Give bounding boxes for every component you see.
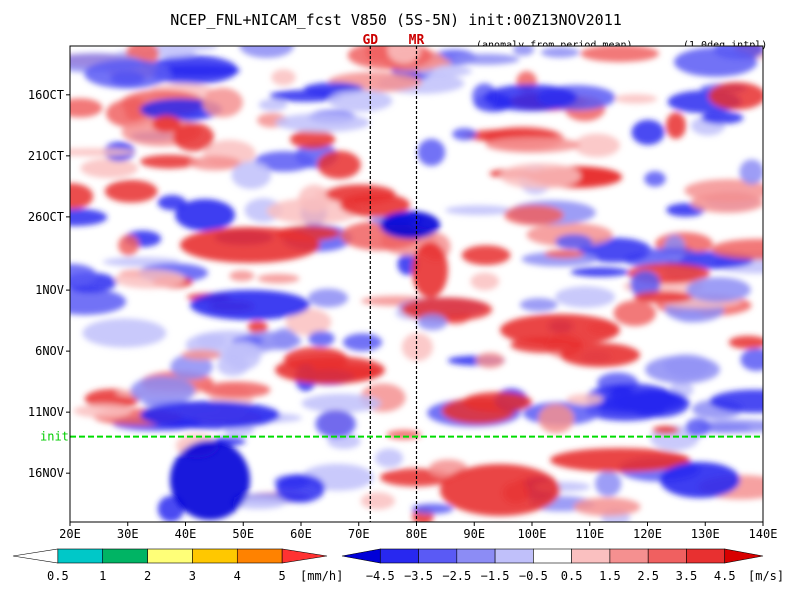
precip-colorbar: 0.5 1 2 3 4 5 [mm/h] <box>12 548 343 583</box>
y-tick-label: 16OCT <box>28 88 64 102</box>
x-tick-label: 70E <box>348 527 370 541</box>
x-tick-label: 140E <box>749 527 778 541</box>
colorbar-level-label: 0.5 <box>47 569 69 583</box>
init-label: init <box>40 430 69 444</box>
colorbar-swatch <box>724 548 764 564</box>
colorbar-swatch <box>102 548 148 564</box>
anomaly-field <box>70 46 763 522</box>
colorbar-swatch <box>147 548 193 564</box>
colorbar-level-label: −0.5 <box>519 569 548 583</box>
colorbar-level-label: 2.5 <box>637 569 659 583</box>
colorbar-level-label: 5 <box>279 569 286 583</box>
x-tick-label: 120E <box>633 527 662 541</box>
reference-lines: GD MR <box>362 33 424 522</box>
y-tick-label: 6NOV <box>35 344 64 358</box>
colorbar-swatch <box>571 548 611 564</box>
colorbar-level-label: −4.5 <box>366 569 395 583</box>
v850-colorbar: −4.5 −3.5 −2.5 −1.5 −0.5 0.5 1.5 2.5 3.5 4.5 [m/s] <box>341 548 784 583</box>
colorbar-level-label: −1.5 <box>481 569 510 583</box>
colorbar-level-label: 3.5 <box>676 569 698 583</box>
x-tick-label: 50E <box>232 527 254 541</box>
y-tick-label: 11NOV <box>28 405 64 419</box>
colorbar-swatch <box>456 548 496 564</box>
x-tick-label: 20E <box>59 527 81 541</box>
reference-label-mr: MR <box>409 33 425 48</box>
colorbar-level-label: 4.5 <box>714 569 736 583</box>
y-tick-label: 16NOV <box>28 466 64 480</box>
colorbar-swatch <box>418 548 458 564</box>
colorbar-swatch <box>533 548 572 564</box>
colorbar-swatch <box>647 548 687 564</box>
reference-label-gd: GD <box>362 33 378 48</box>
chart-title: NCEP_FNL+NICAM_fcst V850 (5S-5N) init:00… <box>170 11 622 29</box>
x-tick-label: 80E <box>406 527 428 541</box>
x-tick-label: 100E <box>518 527 547 541</box>
x-tick-label: 30E <box>117 527 139 541</box>
colorbar-swatch <box>494 548 534 564</box>
x-axis: 20E 30E 40E 50E 60E 70E 80E 90E 100E 110E 120E 130E… <box>59 522 777 541</box>
colorbar-unit: [m/s] <box>748 569 784 583</box>
colorbar-swatch <box>609 548 649 564</box>
colorbar-swatch <box>379 548 419 564</box>
y-axis: 16OCT 21OCT 26OCT 1NOV 6NOV 11NOV 16NOV <box>28 88 70 480</box>
init-line-group: init <box>40 430 763 444</box>
colorbar-swatch <box>192 548 238 564</box>
colorbar-level-label: 0.5 <box>561 569 583 583</box>
colorbar-swatch <box>236 548 283 564</box>
x-tick-label: 40E <box>175 527 197 541</box>
colorbar-swatch <box>12 548 59 564</box>
x-tick-label: 110E <box>575 527 604 541</box>
colorbar-level-label: −2.5 <box>442 569 471 583</box>
colorbar-level-label: −3.5 <box>404 569 433 583</box>
colorbar-level-label: 2 <box>144 569 151 583</box>
colorbar-level-label: 1 <box>99 569 106 583</box>
colorbar-swatch <box>686 548 726 564</box>
y-tick-label: 26OCT <box>28 210 64 224</box>
y-tick-label: 1NOV <box>35 283 64 297</box>
x-tick-label: 90E <box>463 527 485 541</box>
colorbar-unit: [mm/h] <box>300 569 343 583</box>
colorbar-swatch <box>281 548 328 564</box>
colorbar-level-label: 1.5 <box>599 569 621 583</box>
colorbar-swatch <box>57 548 104 564</box>
y-tick-label: 21OCT <box>28 149 64 163</box>
colorbar-level-label: 3 <box>189 569 196 583</box>
x-tick-label: 60E <box>290 527 312 541</box>
colorbar-level-label: 4 <box>234 569 241 583</box>
x-tick-label: 130E <box>691 527 720 541</box>
colorbar-swatch <box>341 548 381 564</box>
